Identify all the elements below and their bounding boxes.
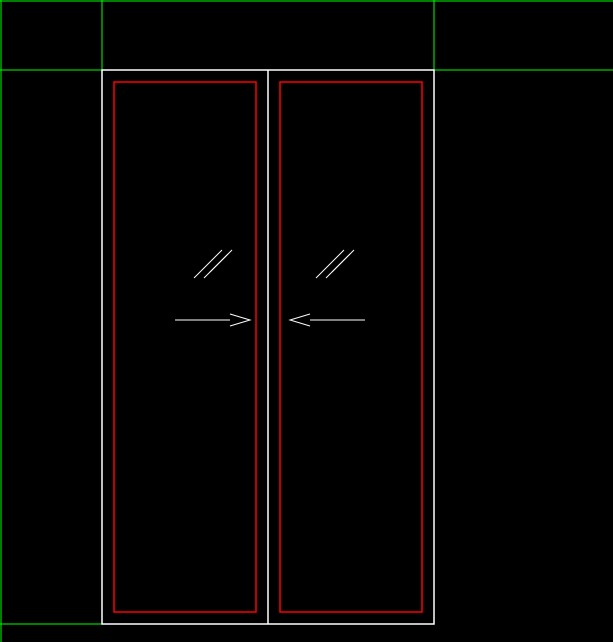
canvas-background [0,0,613,642]
cad-drawing [0,0,613,642]
